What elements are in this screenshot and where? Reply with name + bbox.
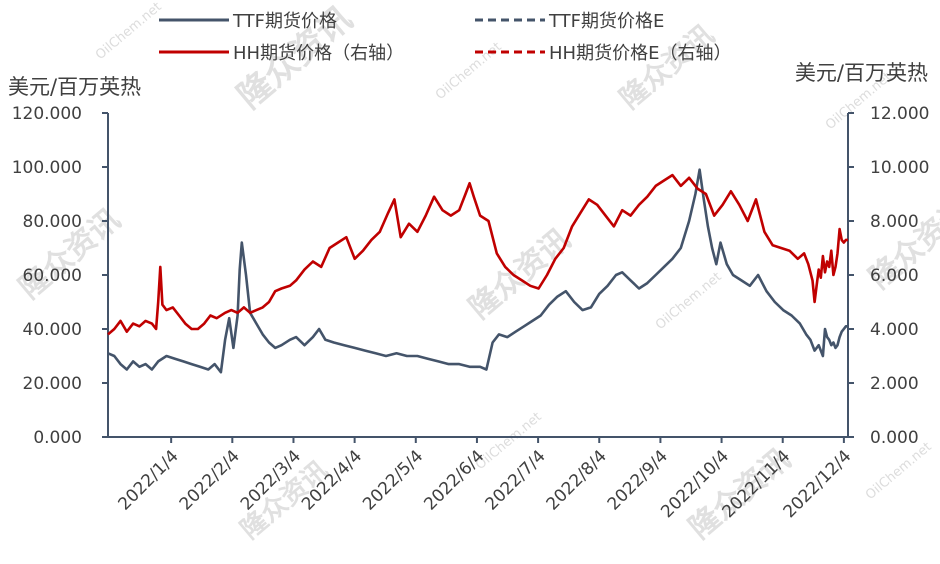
left-axis-unit-label: 美元/百万英热 bbox=[8, 75, 141, 99]
x-tick-label: 2022/2/4 bbox=[176, 446, 244, 514]
right-y-tick-label: 12.000 bbox=[870, 104, 929, 124]
left-y-tick-label: 40.000 bbox=[23, 320, 82, 340]
left-y-tick-label: 60.000 bbox=[23, 266, 82, 286]
legend: TTF期货价格 TTF期货价格E HH期货价格（右轴） HH期货价格E（右轴） bbox=[159, 11, 731, 64]
right-y-tick-label: 6.000 bbox=[870, 266, 919, 286]
left-y-tick-label: 20.000 bbox=[23, 374, 82, 394]
watermark-url: OilChem.net bbox=[653, 270, 725, 333]
left-y-tick-label: 120.000 bbox=[12, 104, 82, 124]
watermark-text: 隆众资讯 bbox=[613, 18, 720, 115]
right-y-tick-label: 0.000 bbox=[870, 428, 919, 448]
watermark-url: OilChem.net bbox=[863, 440, 935, 503]
left-y-tick-label: 100.000 bbox=[12, 158, 82, 178]
right-axis-unit-label: 美元/百万英热 bbox=[795, 61, 928, 85]
watermark-url: OilChem.net bbox=[433, 40, 505, 103]
series-layer bbox=[107, 168, 848, 374]
right-y-tick-label: 8.000 bbox=[870, 212, 919, 232]
x-tick-label: 2022/5/4 bbox=[359, 446, 427, 514]
series-line-ttf bbox=[107, 168, 848, 374]
right-y-tick-label: 10.000 bbox=[870, 158, 929, 178]
legend-item-hh-e-label: HH期货价格E（右轴） bbox=[549, 43, 731, 64]
right-y-tick-label: 2.000 bbox=[870, 374, 919, 394]
x-tick-label: 2022/6/4 bbox=[420, 446, 488, 514]
legend-item-ttf-label: TTF期货价格 bbox=[232, 11, 337, 32]
watermark-text: 隆众资讯 bbox=[463, 222, 577, 326]
x-tick-label: 2022/8/4 bbox=[543, 446, 611, 514]
left-y-tick-label: 0.000 bbox=[33, 428, 82, 448]
right-y-tick-label: 4.000 bbox=[870, 320, 919, 340]
axes: 0.000 0.000 20.000 2.000 40.000 4.000 60.000 6.… bbox=[12, 104, 930, 522]
legend-item-ttf-e-label: TTF期货价格E bbox=[548, 11, 664, 32]
legend-item-hh-label: HH期货价格（右轴） bbox=[233, 43, 404, 64]
left-y-tick-label: 80.000 bbox=[23, 212, 82, 232]
series-line-hh bbox=[107, 173, 848, 336]
watermark-url: OilChem.net bbox=[93, 0, 165, 63]
x-tick-label: 2022/1/4 bbox=[115, 446, 183, 514]
